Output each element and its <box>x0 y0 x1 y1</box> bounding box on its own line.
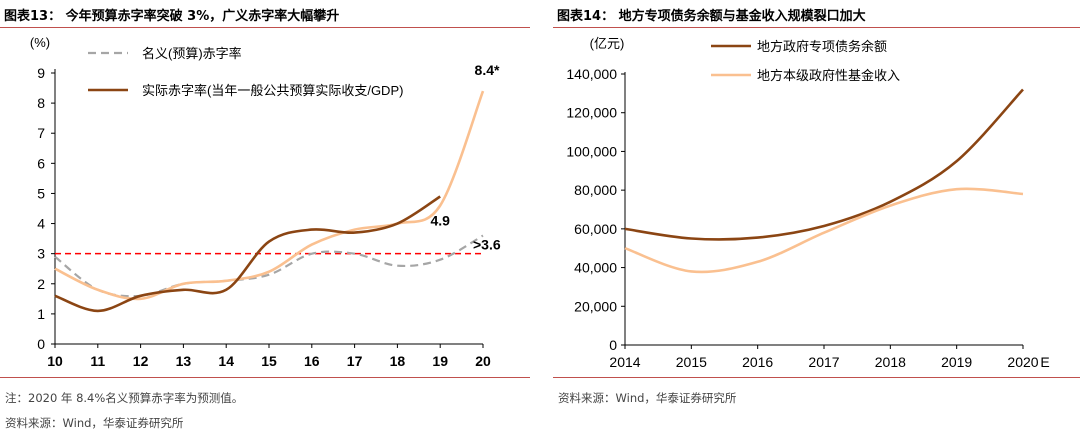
right-y-tick-label: 120,000 <box>566 105 617 121</box>
left-y-tick-label: 5 <box>37 185 45 201</box>
right-source: 资料来源：Wind，华泰证券研究所 <box>558 391 737 405</box>
annotation-3-6: >3.6 <box>473 237 501 253</box>
right-title-rule <box>553 27 1080 28</box>
special-debt-balance-line <box>624 88 1024 241</box>
left-bottom-rule <box>0 377 530 378</box>
nominal-deficit-line <box>54 234 484 298</box>
fund-income-line <box>624 187 1024 274</box>
left-y-tick-label: 6 <box>37 155 45 171</box>
right-x-tick-label: 2020 <box>1007 354 1038 370</box>
left-x-tick-label: 16 <box>304 353 320 369</box>
right-y-tick-label: 20,000 <box>574 298 617 314</box>
right-x-suffix: E <box>1040 354 1049 370</box>
legend-label-fund: 地方本级政府性基金收入 <box>757 68 900 83</box>
left-x-tick-label: 19 <box>432 353 448 369</box>
annotation-4-9: 4.9 <box>430 212 450 228</box>
left-figure-panel: 图表13： 今年预算赤字率突破 3%，广义赤字率大幅攀升 (%) 0 1 2 3 4 5 6 7… <box>0 0 530 439</box>
left-y-tick-label: 8 <box>37 95 45 111</box>
right-unit-label: (亿元) <box>590 36 625 51</box>
left-y-tick-label: 3 <box>37 246 45 262</box>
left-x-tick-label: 12 <box>133 353 149 369</box>
right-y-tick-label: 80,000 <box>574 182 617 198</box>
left-y-tick-label: 2 <box>37 276 45 292</box>
right-y-tick-label: 0 <box>609 337 617 353</box>
legend-label-nominal: 名义(预算)赤字率 <box>142 46 242 61</box>
left-figure-title: 图表13： 今年预算赤字率突破 3%，广义赤字率大幅攀升 <box>4 9 340 24</box>
left-source: 资料来源：Wind，华泰证券研究所 <box>5 416 184 430</box>
left-y-tick-label: 0 <box>37 336 45 352</box>
right-x-tick-label: 2016 <box>742 354 773 370</box>
right-bottom-rule <box>553 377 1080 378</box>
right-x-tick-label: 2017 <box>808 354 839 370</box>
left-footnote: 注：2020 年 8.4%名义预算赤字率为预测值。 <box>5 391 244 405</box>
right-figure-panel: 图表14： 地方专项债务余额与基金收入规模裂口加大 (亿元) 0 20,000 40,… <box>553 0 1080 439</box>
left-x-tick-label: 20 <box>475 353 491 369</box>
debt-vs-fund-income-chart: (亿元) 0 20,000 40,000 60,000 80,000 100,000 120,… <box>566 36 1049 370</box>
left-title-rule <box>0 27 530 28</box>
right-x-tick-label: 2018 <box>875 354 906 370</box>
legend-label-actual: 实际赤字率(当年一般公共预算实际收支/GDP) <box>142 83 403 98</box>
broad-deficit-line <box>54 90 485 301</box>
left-y-tick-label: 9 <box>37 65 45 81</box>
left-x-tick-label: 14 <box>218 353 234 369</box>
left-x-tick-label: 11 <box>90 353 105 369</box>
left-x-tick-label: 17 <box>347 353 363 369</box>
right-x-tick-label: 2015 <box>676 354 707 370</box>
actual-deficit-line <box>54 195 441 313</box>
left-x-tick-label: 10 <box>47 353 63 369</box>
left-y-tick-label: 7 <box>37 125 45 141</box>
legend-label-debt: 地方政府专项债务余额 <box>757 39 887 54</box>
annotation-8-4: 8.4* <box>475 62 500 78</box>
left-unit-label: (%) <box>30 35 50 50</box>
left-x-tick-label: 15 <box>261 353 277 369</box>
right-y-tick-label: 60,000 <box>574 221 617 237</box>
right-y-tick-label: 40,000 <box>574 260 617 276</box>
right-x-tick-label: 2014 <box>609 354 640 370</box>
right-y-tick-label: 140,000 <box>566 66 617 82</box>
right-figure-title: 图表14： 地方专项债务余额与基金收入规模裂口加大 <box>557 9 866 24</box>
right-x-tick-label: 2019 <box>941 354 972 370</box>
left-x-tick-label: 18 <box>390 353 406 369</box>
left-y-tick-label: 4 <box>37 216 45 232</box>
left-x-tick-label: 13 <box>176 353 192 369</box>
right-y-tick-label: 100,000 <box>566 143 617 159</box>
left-y-tick-label: 1 <box>37 306 45 322</box>
